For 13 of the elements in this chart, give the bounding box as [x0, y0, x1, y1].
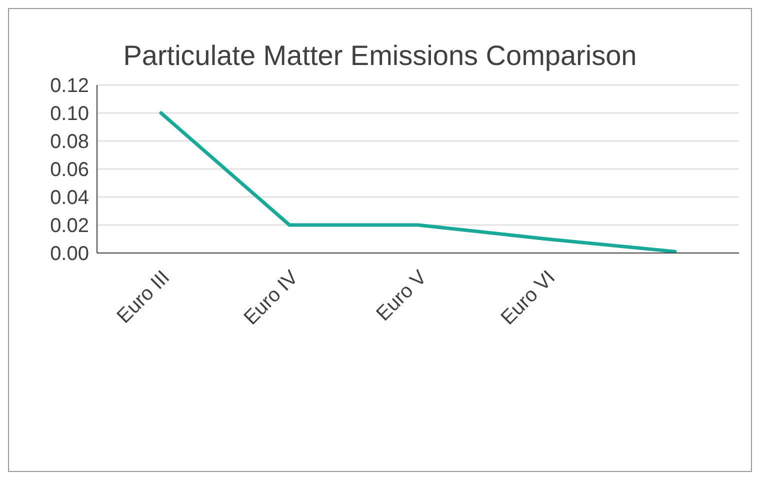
y-tick-label: 0.10	[50, 103, 89, 126]
chart-title: Particulate Matter Emissions Comparison	[122, 39, 638, 73]
y-tick-label: 0.04	[50, 187, 89, 210]
y-tick-label: 0.08	[50, 131, 89, 154]
line-series	[159, 111, 677, 253]
x-tick-label: Euro VI	[496, 266, 560, 330]
x-tick-label: Euro IV	[240, 266, 304, 330]
x-tick-label: Euro V	[372, 266, 432, 326]
x-tick-label: Euro III	[112, 266, 174, 328]
y-tick-label: 0.12	[50, 75, 89, 98]
y-tick-label: 0.06	[50, 159, 89, 182]
y-tick-label: 0.00	[50, 243, 89, 266]
y-tick-label: 0.02	[50, 215, 89, 238]
